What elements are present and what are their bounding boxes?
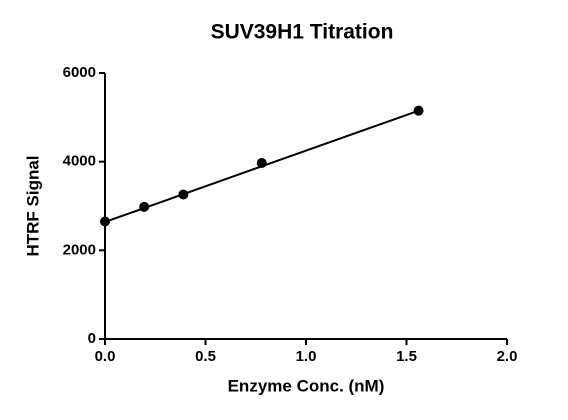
data-point: [100, 216, 110, 227]
x-axis-label: Enzyme Conc. (nM): [228, 376, 385, 395]
y-tick-label: 0: [88, 330, 96, 347]
data-point: [413, 105, 424, 116]
x-tick-label: 2.0: [497, 348, 518, 365]
y-tick-label: 2000: [63, 241, 96, 258]
x-tick-label: 1.0: [296, 348, 317, 365]
x-tick-label: 0.0: [95, 348, 116, 365]
y-tick-label: 6000: [63, 64, 96, 81]
data-point: [178, 189, 189, 200]
data-point: [256, 157, 267, 168]
data-point: [139, 201, 150, 212]
y-axis-label: HTRF Signal: [23, 155, 42, 256]
chart-title: SUV39H1 Titration: [211, 21, 394, 44]
y-tick-label: 4000: [63, 153, 96, 170]
x-tick-label: 0.5: [195, 348, 216, 365]
x-tick-label: 1.5: [396, 348, 417, 365]
